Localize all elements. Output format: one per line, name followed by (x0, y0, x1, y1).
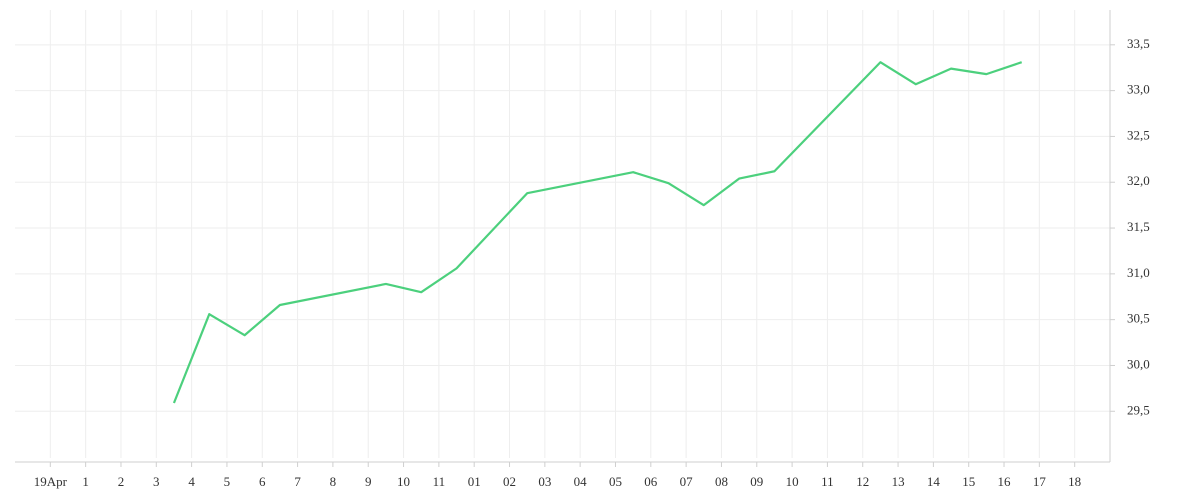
x-tick-label: 17 (1033, 474, 1047, 489)
x-tick-label: 08 (715, 474, 728, 489)
x-tick-label: 1 (82, 474, 89, 489)
x-tick-label: 15 (962, 474, 975, 489)
y-tick-label: 31,5 (1127, 219, 1150, 234)
y-tick-label: 32,0 (1127, 173, 1150, 188)
x-tick-label: 9 (365, 474, 372, 489)
y-tick-label: 30,5 (1127, 311, 1150, 326)
x-tick-label: 02 (503, 474, 516, 489)
x-tick-label: 19Apr (34, 474, 68, 489)
y-tick-label: 29,5 (1127, 402, 1150, 417)
y-tick-label: 31,0 (1127, 265, 1150, 280)
x-tick-label: 07 (680, 474, 694, 489)
x-tick-label: 05 (609, 474, 622, 489)
y-tick-label: 33,5 (1127, 36, 1150, 51)
x-tick-label: 4 (188, 474, 195, 489)
x-tick-label: 14 (927, 474, 941, 489)
x-tick-label: 06 (644, 474, 658, 489)
x-tick-label: 11 (821, 474, 834, 489)
x-tick-label: 18 (1068, 474, 1081, 489)
y-tick-label: 33,0 (1127, 82, 1150, 97)
x-tick-label: 04 (574, 474, 588, 489)
x-tick-label: 13 (892, 474, 905, 489)
x-tick-label: 8 (330, 474, 337, 489)
x-tick-label: 6 (259, 474, 266, 489)
x-tick-label: 11 (433, 474, 446, 489)
x-tick-label: 09 (750, 474, 763, 489)
y-tick-label: 32,5 (1127, 127, 1150, 142)
data-line (172, 61, 1023, 404)
x-tick-label: 7 (294, 474, 301, 489)
x-tick-label: 10 (397, 474, 410, 489)
x-tick-label: 01 (468, 474, 481, 489)
x-tick-label: 16 (998, 474, 1012, 489)
x-tick-label: 3 (153, 474, 160, 489)
x-tick-label: 12 (856, 474, 869, 489)
x-tick-label: 2 (118, 474, 125, 489)
x-tick-label: 5 (224, 474, 231, 489)
x-tick-label: 03 (538, 474, 551, 489)
y-tick-label: 30,0 (1127, 356, 1150, 371)
x-tick-label: 10 (786, 474, 799, 489)
